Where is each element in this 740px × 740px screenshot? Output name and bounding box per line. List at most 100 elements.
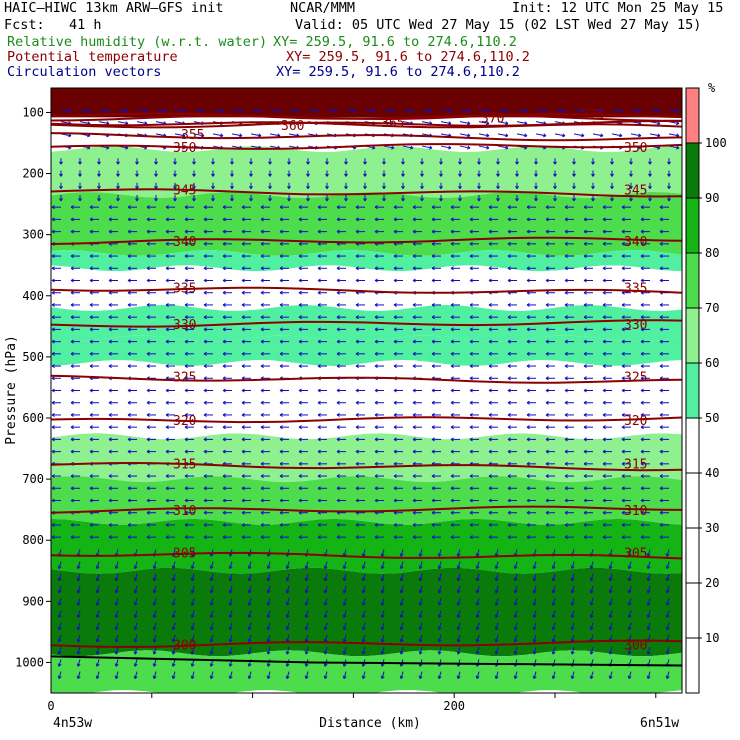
vector-arrowhead — [458, 198, 462, 202]
circulation-vector — [77, 610, 81, 618]
vector-arrowhead — [70, 278, 74, 283]
vector-arrowhead — [583, 461, 587, 466]
vector-arrowhead — [296, 109, 300, 113]
vector-arrowhead — [507, 339, 511, 344]
circulation-vector — [476, 561, 480, 569]
vector-arrowhead — [260, 437, 264, 442]
rh-band — [51, 433, 682, 483]
vector-arrowhead — [165, 412, 169, 417]
circulation-vector — [229, 561, 233, 569]
vector-arrowhead — [89, 339, 93, 344]
vector-arrowhead — [70, 302, 74, 307]
circulation-vector — [96, 610, 100, 618]
circulation-vector — [286, 573, 290, 581]
vector-arrowhead — [70, 486, 74, 491]
circulation-vector — [362, 634, 366, 643]
y-tick-label: 300 — [22, 228, 44, 242]
circulation-vector — [381, 671, 385, 679]
circulation-vector — [324, 573, 328, 581]
vector-arrowhead — [458, 173, 462, 177]
vector-arrowhead — [469, 254, 473, 259]
vector-arrowhead — [317, 474, 321, 479]
vector-arrowhead — [391, 145, 395, 150]
vector-arrowhead — [431, 229, 435, 234]
vector-arrowhead — [241, 388, 245, 393]
vector-arrowhead — [621, 474, 625, 479]
vector-arrowhead — [496, 198, 500, 202]
vector-arrowhead — [551, 626, 556, 631]
circulation-vector — [381, 585, 385, 594]
vector-arrowhead — [317, 449, 321, 454]
circulation-vector — [153, 634, 157, 643]
vector-arrowhead — [418, 590, 423, 594]
vector-arrowhead — [146, 425, 150, 430]
vector-arrowhead — [285, 651, 290, 655]
vector-arrowhead — [203, 229, 207, 234]
vector-arrowhead — [648, 185, 652, 189]
circulation-vector — [666, 573, 670, 581]
vector-arrowhead — [361, 565, 366, 569]
vector-arrowhead — [488, 364, 492, 369]
circulation-vector — [400, 671, 404, 679]
vector-arrowhead — [659, 254, 663, 259]
vector-arrowhead — [545, 376, 549, 381]
vector-arrowhead — [659, 302, 663, 307]
colorbar-tick-label: 10 — [705, 631, 719, 645]
vector-arrowhead — [241, 302, 245, 307]
vector-arrowhead — [437, 675, 442, 679]
rh-band — [51, 567, 682, 657]
vector-arrowhead — [165, 486, 169, 491]
vector-arrowhead — [317, 315, 321, 320]
circulation-vector — [478, 121, 490, 125]
circulation-vector — [552, 573, 556, 581]
circulation-vector — [362, 573, 366, 581]
vector-arrowhead — [659, 241, 663, 246]
vector-arrowhead — [89, 217, 93, 222]
field-theta-xy: XY= 259.5, 91.6 to 274.6,110.2 — [286, 49, 530, 65]
forecast-hour: Fcst: 41 h — [4, 17, 102, 33]
vector-arrowhead — [133, 590, 138, 594]
vector-arrowhead — [146, 339, 150, 344]
vector-arrowhead — [456, 565, 461, 569]
colorbar-unit: % — [708, 81, 716, 95]
vector-arrowhead — [608, 602, 613, 606]
colorbar-tick-label: 40 — [705, 466, 719, 480]
vector-arrowhead — [621, 437, 625, 442]
vector-arrowhead — [496, 185, 500, 189]
vector-arrowhead — [551, 651, 556, 655]
circulation-vector — [438, 622, 442, 630]
vector-arrowhead — [317, 290, 321, 295]
vector-arrowhead — [602, 522, 606, 527]
vector-arrowhead — [431, 278, 435, 283]
vector-arrowhead — [76, 614, 81, 618]
circulation-vector — [495, 598, 499, 606]
vector-arrowhead — [127, 400, 131, 405]
vector-arrowhead — [192, 173, 196, 177]
theta-contour-label: 340 — [173, 235, 196, 250]
vector-arrowhead — [475, 651, 480, 655]
vector-arrowhead — [241, 510, 245, 515]
circulation-vector — [419, 671, 423, 679]
vector-arrowhead — [304, 590, 309, 594]
vector-arrowhead — [526, 351, 530, 356]
vector-arrowhead — [203, 437, 207, 442]
vector-arrowhead — [247, 565, 252, 569]
vector-arrowhead — [68, 109, 72, 113]
circulation-vector — [324, 647, 328, 655]
vector-arrowhead — [374, 364, 378, 369]
vector-arrowhead — [108, 278, 112, 283]
rh-fill-layer — [51, 88, 682, 693]
vector-arrowhead — [201, 133, 205, 138]
vector-arrowhead — [95, 614, 100, 618]
vector-arrowhead — [230, 173, 234, 177]
vector-arrowhead — [203, 266, 207, 271]
vector-arrowhead — [374, 425, 378, 430]
theta-contour-label: 300 — [173, 638, 196, 653]
rh-band — [51, 146, 682, 198]
vector-arrowhead — [382, 185, 386, 189]
vector-arrowhead — [583, 229, 587, 234]
theta-contour-label: 350 — [624, 141, 647, 156]
vector-arrowhead — [610, 173, 614, 177]
theta-contour-label: 320 — [173, 414, 196, 429]
